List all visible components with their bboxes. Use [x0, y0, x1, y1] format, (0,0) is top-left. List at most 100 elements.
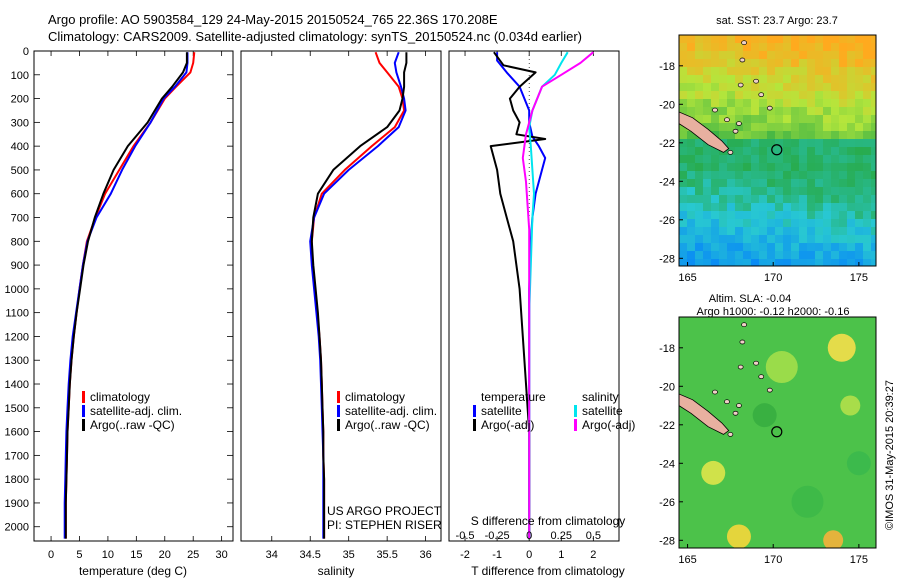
lon-tick-label: 165	[678, 554, 696, 566]
x-tick-label: 5	[76, 549, 82, 561]
difference-panel: -2 -1 0 1 2 S difference from climatology -0…	[448, 50, 635, 578]
depth-tick-label: 1100	[5, 308, 29, 320]
lat-tick-label: -22	[659, 420, 675, 432]
depth-tick-label: 100	[11, 70, 29, 82]
island	[758, 374, 765, 380]
difference-profiles	[489, 51, 594, 539]
legend-swatch-climatology	[82, 391, 85, 403]
temperature-legend: climatology satellite-adj. clim. Argo(..…	[82, 390, 182, 432]
lat-tick-label: -24	[659, 458, 675, 470]
depth-tick-label: 1500	[5, 403, 29, 415]
sst-map-field	[679, 35, 876, 266]
salinity-diff-tick-label: 0.5	[586, 530, 601, 542]
sst-map-frame	[678, 34, 877, 267]
depth-tick-label: 1900	[5, 498, 29, 510]
salinity-diff-tick-label: 0	[526, 530, 532, 542]
sla-map-axes: 165 170 175 -18 -20 -22 -24 -26 -28	[659, 343, 868, 566]
sla-map-title: Altim. SLA: -0.04	[709, 293, 792, 305]
legend-swatch-satellite	[82, 405, 85, 417]
depth-tick-label: 400	[11, 141, 29, 153]
temperature-plot-frame	[33, 50, 234, 542]
temperature-profiles	[63, 52, 196, 539]
island	[737, 82, 744, 88]
new-caledonia-landmass	[679, 111, 730, 153]
depth-tick-label: 0	[23, 46, 29, 58]
island	[727, 150, 734, 155]
salinity-plot-frame	[240, 50, 442, 542]
salinity-panel: 34 34.5 35 35.5 36 salinity climatology sate…	[240, 50, 442, 578]
island	[737, 364, 744, 370]
temperature-x-ticks: 0 5 10 15 20 25 30	[48, 51, 228, 561]
lon-tick-label: 170	[764, 272, 782, 284]
depth-tick-label: 600	[11, 189, 29, 201]
island	[727, 432, 734, 437]
legend-label-satellite: satellite-adj. clim.	[90, 404, 182, 418]
x-tick-label: 1	[558, 549, 564, 561]
depth-tick-label: 800	[11, 236, 29, 248]
depth-tick-label: 900	[11, 260, 29, 272]
island	[766, 387, 773, 393]
legend-label-temp-satellite: satellite	[481, 404, 522, 418]
difference-x-ticks: -2 -1 0 1 2	[460, 51, 596, 561]
salinity-diff-tick-label: 0.25	[551, 530, 572, 542]
lat-tick-label: -18	[659, 61, 675, 73]
x-tick-label: 20	[159, 549, 171, 561]
temperature-panel: 0100200300400500600700800900100011001200…	[5, 46, 619, 578]
x-tick-label: 34.5	[300, 549, 321, 561]
legend-title-salinity: salinity	[582, 390, 619, 404]
island	[712, 107, 718, 113]
island	[732, 128, 739, 134]
legend-swatch-satellite	[337, 405, 340, 417]
depth-tick-label: 700	[11, 213, 29, 225]
depth-tick-label: 1400	[5, 379, 29, 391]
series-line-temperature-argo-adj-	[489, 51, 547, 539]
island	[736, 121, 742, 126]
sla-map-frame	[678, 316, 877, 549]
argo-location-marker	[771, 144, 783, 156]
island	[739, 57, 746, 63]
lat-tick-label: -24	[659, 176, 675, 188]
legend-swatch-sal-satellite	[574, 405, 577, 417]
temperature-x-label: temperature (deg C)	[79, 564, 187, 578]
legend-label-argo: Argo(..raw -QC)	[90, 418, 175, 432]
island	[724, 399, 730, 405]
legend-swatch-argo	[337, 419, 340, 431]
lon-tick-label: 165	[678, 272, 696, 284]
depth-tick-label: 1700	[5, 450, 29, 462]
x-tick-label: 0	[526, 549, 532, 561]
legend-swatch-climatology	[337, 391, 340, 403]
legend-label-climatology: climatology	[90, 390, 150, 404]
series-line-argo-raw-qc-	[310, 52, 408, 539]
depth-tick-label: 1600	[5, 427, 29, 439]
series-line-argo-raw-qc-	[64, 52, 188, 539]
x-tick-label: 25	[187, 549, 199, 561]
legend-label-argo: Argo(..raw -QC)	[345, 418, 430, 432]
island	[739, 339, 746, 345]
salinity-legend: climatology satellite-adj. clim. Argo(..…	[337, 390, 437, 432]
legend-swatch-temp-argo	[473, 419, 476, 431]
lat-tick-label: -20	[659, 381, 675, 393]
lat-tick-label: -28	[659, 535, 675, 547]
lon-tick-label: 175	[850, 554, 868, 566]
header-line-2: Climatology: CARS2009. Satellite-adjuste…	[48, 29, 582, 44]
depth-tick-label: 1000	[5, 284, 29, 296]
legend-title-temperature: temperature	[481, 390, 546, 404]
difference-plot-frame	[448, 50, 620, 542]
island	[712, 389, 718, 395]
island	[724, 117, 730, 123]
x-tick-label: 35	[343, 549, 355, 561]
lat-tick-label: -26	[659, 215, 675, 227]
lat-tick-label: -18	[659, 343, 675, 355]
legend-swatch-argo	[82, 419, 85, 431]
legend-swatch-sal-argo	[574, 419, 577, 431]
salinity-x-ticks: 34 34.5 35 35.5 36	[266, 51, 432, 561]
island	[766, 105, 773, 111]
copyright-stamp: ©IMOS 31-May-2015 20:39:27	[884, 380, 896, 530]
depth-tick-label: 2000	[5, 522, 29, 534]
depth-tick-label: 300	[11, 117, 29, 129]
depth-tick-label: 1200	[5, 331, 29, 343]
island	[741, 322, 747, 328]
x-tick-label: 34	[266, 549, 278, 561]
island	[758, 92, 765, 98]
project-annotation: US ARGO PROJECT	[327, 504, 442, 518]
